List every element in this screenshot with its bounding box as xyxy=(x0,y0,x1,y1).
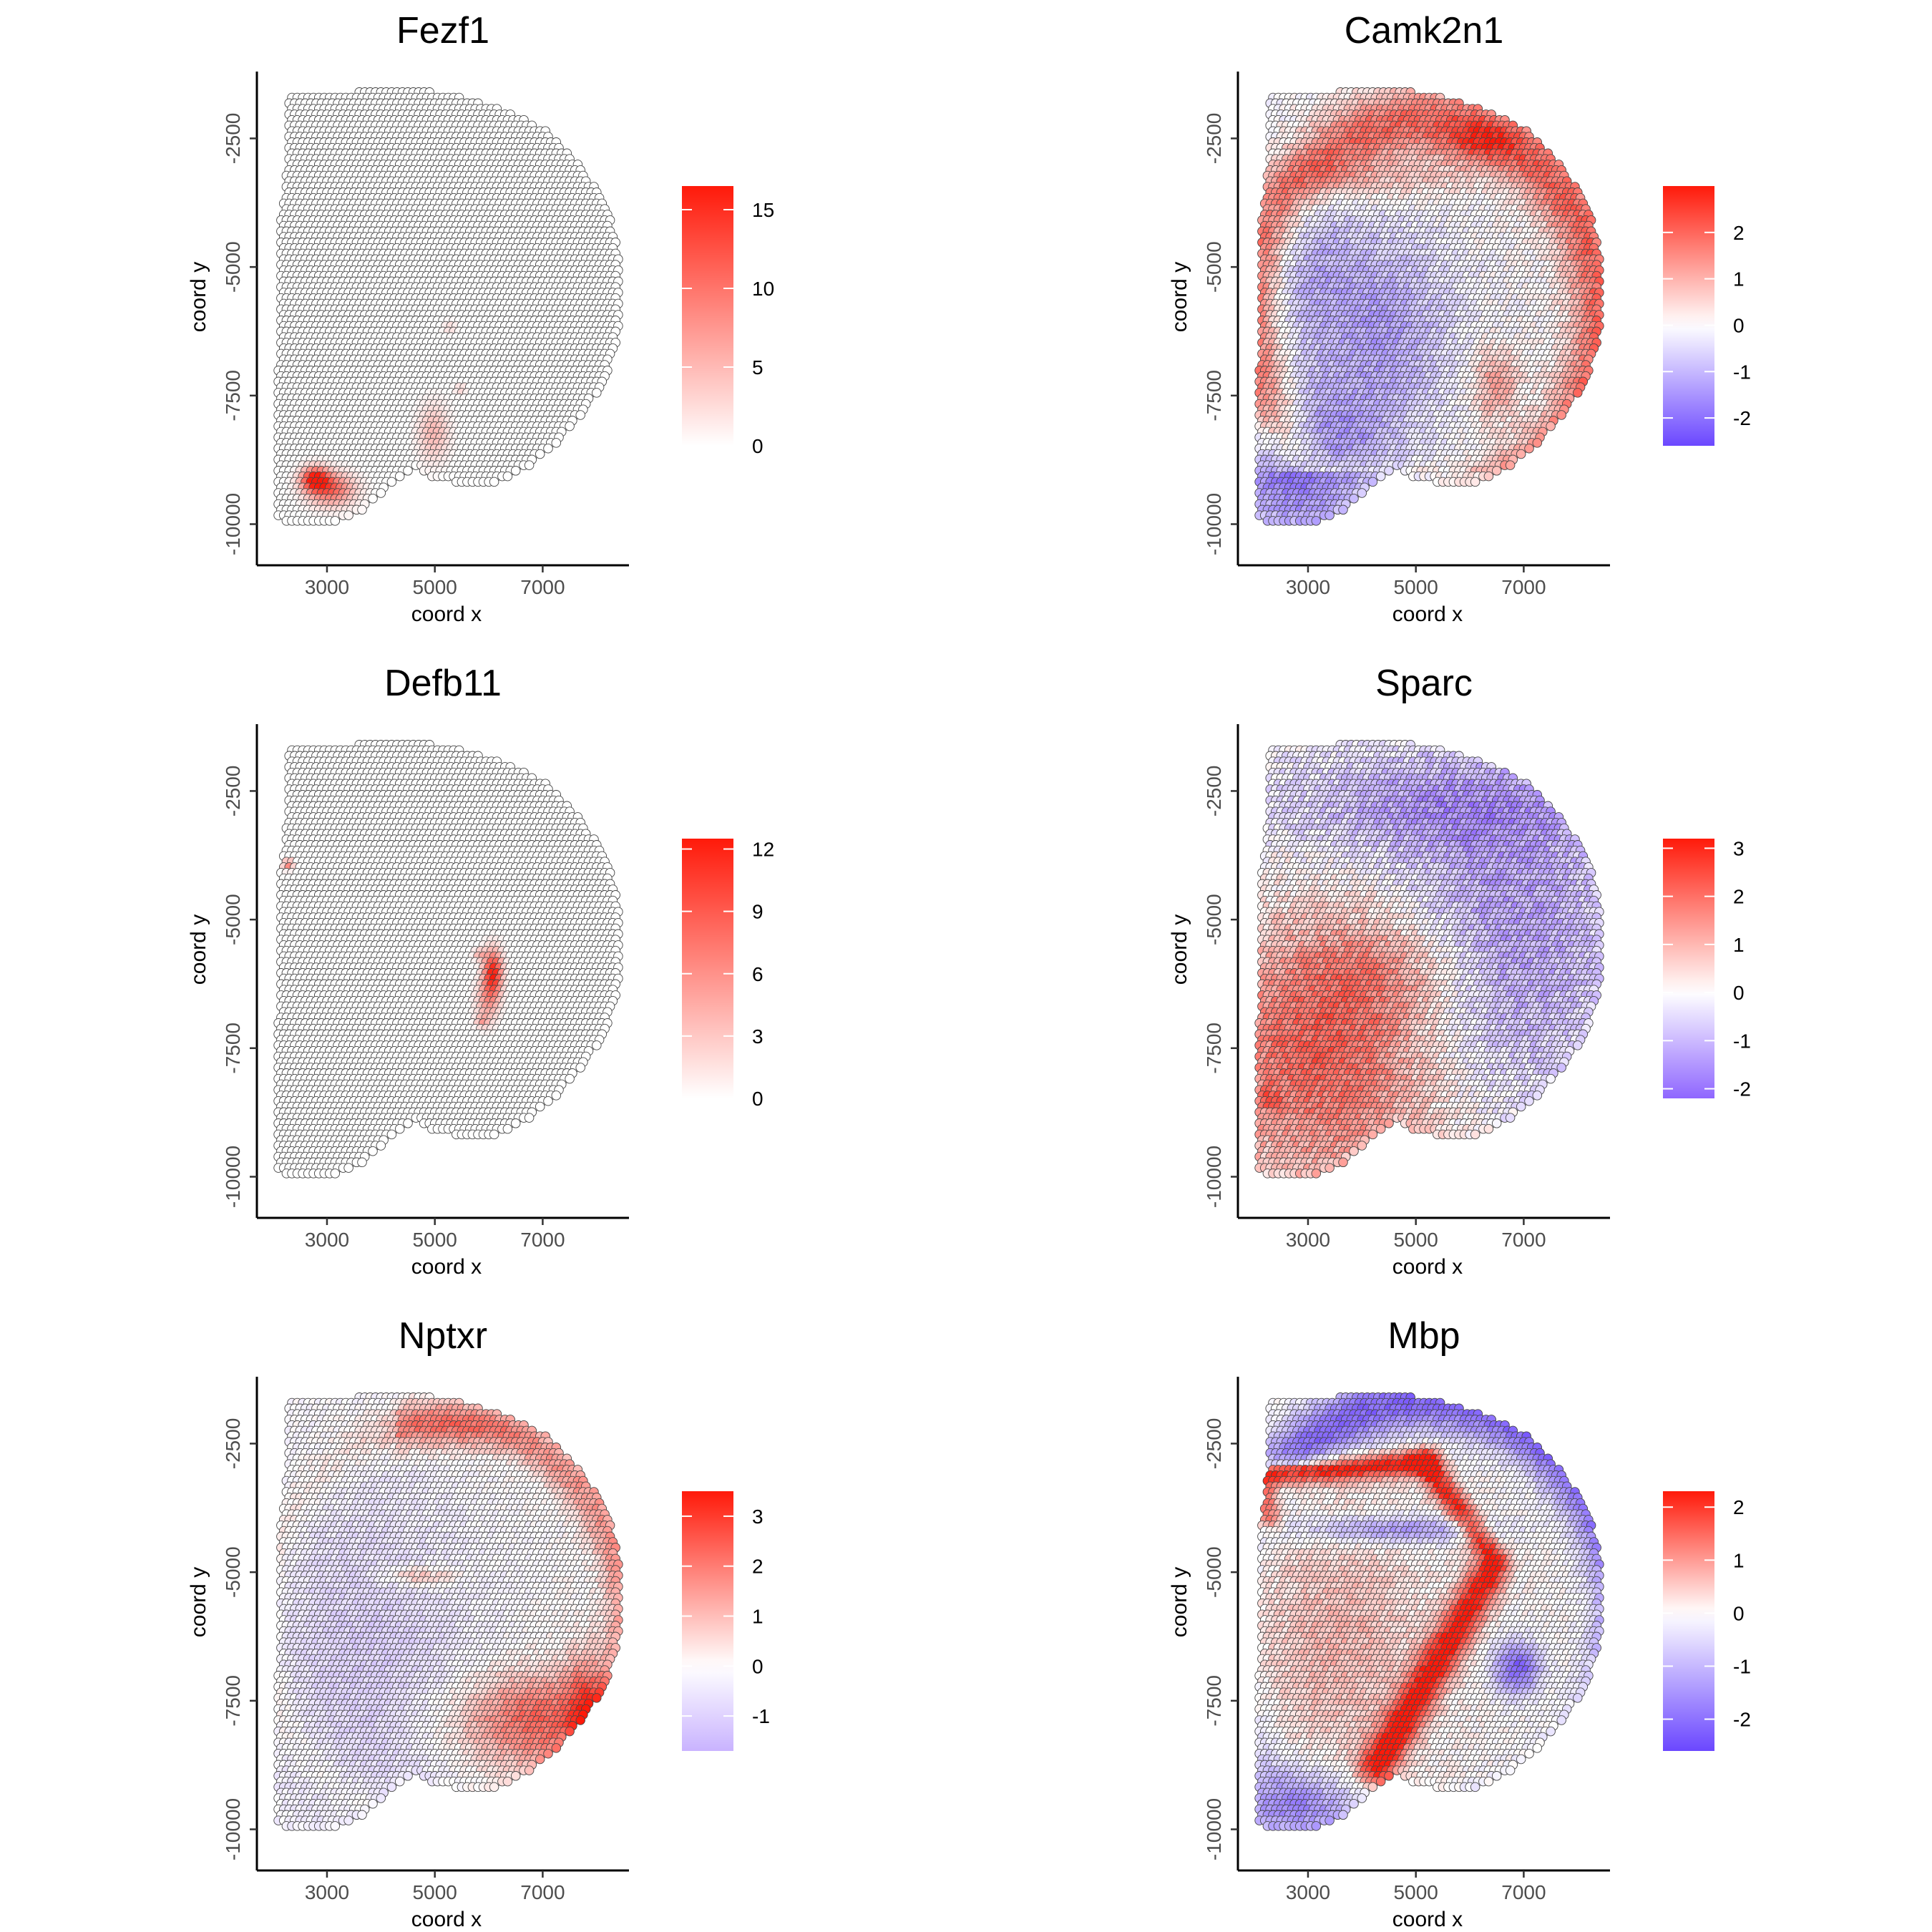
spot xyxy=(503,472,512,481)
spot xyxy=(576,411,585,420)
colorbar-tick-label: 15 xyxy=(752,199,774,221)
x-tick-label: 5000 xyxy=(413,576,457,598)
colorbar-tick-label: 0 xyxy=(752,435,763,457)
spot xyxy=(552,439,561,448)
spot xyxy=(544,444,553,453)
panel-title: Fezf1 xyxy=(396,10,489,52)
y-tick-label: -5000 xyxy=(222,241,244,293)
spot xyxy=(404,467,413,476)
spot xyxy=(395,472,404,481)
y-axis-label: coord y xyxy=(187,262,210,332)
y-tick-label: -7500 xyxy=(222,370,244,421)
colorbar xyxy=(682,186,733,446)
colorbar-tick-label: 5 xyxy=(752,356,763,379)
x-axis-label: coord x xyxy=(411,602,482,626)
spot xyxy=(535,449,545,459)
spot xyxy=(344,511,353,520)
spot xyxy=(358,505,367,514)
colorbar-tick-label: 10 xyxy=(752,278,774,300)
spot xyxy=(525,461,534,470)
x-tick-label: 3000 xyxy=(305,576,349,598)
spot xyxy=(565,421,575,431)
spot xyxy=(331,517,340,526)
y-tick-label: -10000 xyxy=(222,493,244,555)
y-tick-label: -2500 xyxy=(222,113,244,165)
spot xyxy=(376,489,386,498)
spot xyxy=(592,389,602,398)
spot xyxy=(369,494,378,503)
spot xyxy=(387,477,396,487)
x-tick-label: 7000 xyxy=(520,576,565,598)
panel-title: Camk2n1 xyxy=(1345,10,1504,52)
spot xyxy=(489,477,499,487)
spot xyxy=(511,467,520,476)
